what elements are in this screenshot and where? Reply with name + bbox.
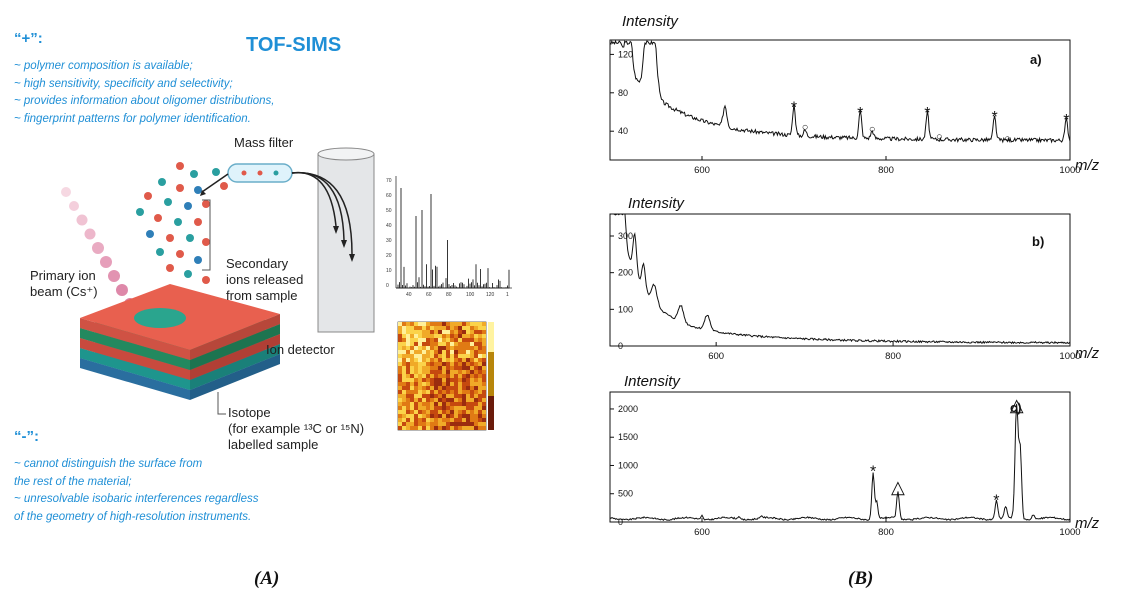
peak-marker: * xyxy=(991,109,997,126)
isotope-label: Isotope (for example ¹³C or ¹⁵N) labelle… xyxy=(228,405,364,453)
mass-filter-label: Mass filter xyxy=(234,135,294,150)
tof-sims-schematic xyxy=(61,147,375,415)
plot-frame xyxy=(609,391,1071,523)
y-tick-label: 0 xyxy=(618,517,623,527)
peak-marker: △ xyxy=(891,477,905,497)
mini-xtick: 80 xyxy=(446,292,452,298)
peak-marker: ○ xyxy=(936,131,943,143)
plus-list: ~ polymer composition is available; ~ hi… xyxy=(14,58,275,128)
mini-ytick: 0 xyxy=(386,283,389,289)
peak-marker: * xyxy=(857,105,863,122)
spectrum-b-line xyxy=(609,213,1071,345)
y-tick-label: 500 xyxy=(618,489,633,499)
y-tick-label: 1000 xyxy=(618,460,638,470)
ion-detector xyxy=(291,147,375,333)
y-tick-label: 200 xyxy=(618,268,633,278)
ion-detector-label: Ion detector xyxy=(266,342,335,357)
y-tick-label: 2000 xyxy=(618,404,638,414)
sample-layers xyxy=(80,284,280,400)
panel-label: c) xyxy=(1010,400,1022,415)
caption-a: (A) xyxy=(254,568,280,589)
x-tick-label: 1000 xyxy=(1059,527,1080,538)
primary-beam-label-line: Primary ion xyxy=(30,268,96,283)
x-tick-label: 1000 xyxy=(1059,351,1080,362)
secondary-ions-label-line: Secondary xyxy=(226,256,289,271)
axis-ylabel: Intensity xyxy=(624,373,681,390)
x-tick-label: 800 xyxy=(878,165,894,176)
y-tick-label: 300 xyxy=(618,231,633,241)
mini-ytick: 20 xyxy=(386,253,392,259)
minus-item: the rest of the material; xyxy=(14,475,132,488)
mini-xtick: 60 xyxy=(426,292,432,298)
minus-item: of the geometry of high-resolution instr… xyxy=(14,510,252,523)
minus-list: ~ cannot distinguish the surface from th… xyxy=(14,456,259,526)
y-tick-label: 40 xyxy=(618,126,628,136)
plus-item: ~ provides information about oligomer di… xyxy=(14,95,275,107)
mini-ytick: 10 xyxy=(386,268,392,274)
mini-ytick: 50 xyxy=(386,208,392,214)
panel-label: b) xyxy=(1032,234,1044,249)
x-tick-label: 800 xyxy=(878,527,894,538)
axis-ylabel: Intensity xyxy=(622,13,679,30)
x-tick-label: 800 xyxy=(885,351,901,362)
y-tick-label: 80 xyxy=(618,88,628,98)
ion-image-heatmap xyxy=(397,321,494,431)
plot-frame xyxy=(609,39,1071,161)
peak-marker: * xyxy=(1063,112,1069,129)
mini-ytick: 60 xyxy=(386,193,392,199)
minus-item: ~ unresolvable isobaric interferences re… xyxy=(14,493,259,505)
axis-xlabel: m/z xyxy=(1075,157,1100,174)
peak-marker: * xyxy=(870,463,876,480)
plot-frame xyxy=(609,213,1071,347)
mass-filter xyxy=(227,163,293,183)
spectrum-c-line xyxy=(609,403,1071,522)
panel-label: a) xyxy=(1030,52,1042,67)
plus-item: ~ high sensitivity, specificity and sele… xyxy=(14,77,233,90)
mini-ytick: 40 xyxy=(386,223,392,229)
secondary-ions-label-line: from sample xyxy=(226,288,298,303)
primary-beam-label: Primary ion beam (Cs⁺) xyxy=(30,268,98,300)
plus-item: ~ fingerprint patterns for polymer ident… xyxy=(14,112,251,125)
x-tick-label: 600 xyxy=(694,527,710,538)
peak-marker: △ xyxy=(1010,395,1024,415)
y-tick-label: 0 xyxy=(618,341,623,351)
secondary-ions-label: Secondary ions released from sample xyxy=(226,256,303,304)
caption-b: (B) xyxy=(848,568,874,589)
mini-xtick: 40 xyxy=(406,292,412,298)
peak-marker: * xyxy=(993,493,999,510)
peak-marker: ○ xyxy=(1004,133,1011,145)
axis-xlabel: m/z xyxy=(1075,345,1100,362)
peak-marker: * xyxy=(791,99,797,116)
mini-xtick: 100 xyxy=(466,292,475,298)
x-tick-label: 1000 xyxy=(1059,165,1080,176)
isotope-label-line: Isotope xyxy=(228,405,271,420)
primary-beam-label-line: beam (Cs⁺) xyxy=(30,284,98,299)
plus-heading: “+”: xyxy=(14,30,43,47)
minus-heading: “-”: xyxy=(14,428,39,445)
secondary-ions xyxy=(136,162,228,284)
mini-ytick: 70 xyxy=(386,178,392,184)
minus-item: ~ cannot distinguish the surface from xyxy=(14,458,203,470)
isotope-label-line: labelled sample xyxy=(228,437,319,452)
peak-marker: ○ xyxy=(869,123,876,135)
y-tick-label: 1500 xyxy=(618,432,638,442)
peak-marker: * xyxy=(924,105,930,122)
mini-ytick: 30 xyxy=(386,238,392,244)
isotope-label-line: (for example ¹³C or ¹⁵N) xyxy=(228,421,365,436)
mini-xtick: 1 xyxy=(506,292,509,298)
axis-ylabel: Intensity xyxy=(628,195,685,212)
x-tick-label: 600 xyxy=(694,165,710,176)
spectrum-a-line xyxy=(609,39,1071,144)
secondary-ions-label-line: ions released xyxy=(226,272,304,287)
y-tick-label: 100 xyxy=(618,304,633,314)
peak-marker: ○ xyxy=(802,121,809,133)
y-tick-label: 120 xyxy=(618,49,633,59)
plus-item: ~ polymer composition is available; xyxy=(14,60,193,72)
tof-sims-title: TOF-SIMS xyxy=(246,34,342,56)
axis-xlabel: m/z xyxy=(1075,515,1100,532)
x-tick-label: 600 xyxy=(708,351,724,362)
mini-xtick: 120 xyxy=(486,292,495,298)
